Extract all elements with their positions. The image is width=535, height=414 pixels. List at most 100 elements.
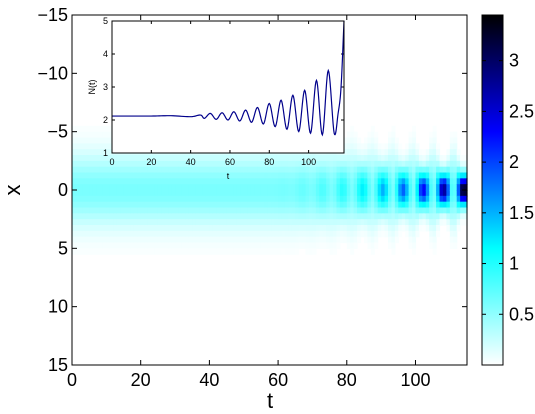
heatmap-cell bbox=[236, 155, 241, 162]
heatmap-cell bbox=[309, 236, 314, 244]
heatmap-cell bbox=[120, 207, 125, 214]
heatmap-cell bbox=[109, 160, 114, 168]
heatmap-cell bbox=[370, 190, 375, 197]
heatmap-cell bbox=[257, 172, 262, 179]
heatmap-cell bbox=[175, 207, 180, 214]
heatmap-cell bbox=[96, 219, 101, 226]
heatmap-cell bbox=[264, 184, 269, 191]
heatmap-cell bbox=[357, 178, 362, 185]
heatmap-cell bbox=[161, 172, 166, 179]
heatmap-cell bbox=[343, 236, 348, 244]
heatmap-cell bbox=[415, 166, 420, 174]
heatmap-cell bbox=[226, 178, 231, 185]
heatmap-cell bbox=[205, 248, 210, 255]
heatmap-cell bbox=[388, 190, 393, 197]
heatmap-cell bbox=[168, 190, 173, 197]
heatmap-cell bbox=[271, 155, 276, 162]
heatmap-cell bbox=[212, 219, 217, 226]
heatmap-cell bbox=[243, 207, 248, 214]
heatmap-cell bbox=[278, 184, 283, 191]
heatmap-cell bbox=[175, 242, 180, 249]
heatmap-cell bbox=[394, 225, 399, 232]
heatmap-cell bbox=[230, 201, 235, 209]
heatmap-cell bbox=[205, 213, 210, 220]
heatmap-cell bbox=[425, 160, 430, 168]
heatmap-cell bbox=[260, 190, 265, 197]
heatmap-cell bbox=[329, 195, 334, 203]
heatmap-cell bbox=[205, 166, 210, 174]
heatmap-cell bbox=[329, 225, 334, 232]
heatmap-cell bbox=[178, 225, 183, 232]
heatmap-cell bbox=[429, 225, 434, 232]
heatmap-cell bbox=[96, 207, 101, 214]
heatmap-cell bbox=[442, 213, 447, 220]
heatmap-cell bbox=[202, 225, 207, 232]
heatmap-cell bbox=[233, 236, 238, 244]
heatmap-cell bbox=[326, 242, 331, 249]
heatmap-cell bbox=[133, 248, 138, 255]
inset-x-tick-label: 0 bbox=[109, 157, 114, 167]
heatmap-cell bbox=[202, 230, 207, 238]
heatmap-cell bbox=[463, 219, 468, 226]
heatmap-cell bbox=[120, 155, 125, 162]
heatmap-cell bbox=[408, 213, 413, 220]
heatmap-cell bbox=[236, 248, 241, 255]
heatmap-cell bbox=[405, 219, 410, 226]
heatmap-cell bbox=[212, 248, 217, 255]
heatmap-cell bbox=[305, 207, 310, 214]
heatmap-cell bbox=[267, 225, 272, 232]
heatmap-cell bbox=[92, 213, 97, 220]
heatmap-cell bbox=[130, 178, 135, 185]
heatmap-cell bbox=[418, 166, 423, 174]
heatmap-cell bbox=[147, 219, 152, 226]
heatmap-cell bbox=[367, 195, 372, 203]
heatmap-cell bbox=[374, 149, 379, 156]
heatmap-cell bbox=[370, 149, 375, 156]
heatmap-cell bbox=[82, 219, 87, 226]
heatmap-cell bbox=[116, 248, 121, 255]
heatmap-cell bbox=[109, 219, 114, 226]
heatmap-cell bbox=[219, 184, 224, 191]
heatmap-cell bbox=[422, 166, 427, 174]
heatmap-cell bbox=[388, 207, 393, 214]
heatmap-cell bbox=[312, 184, 317, 191]
heatmap-cell bbox=[278, 160, 283, 168]
heatmap-cell bbox=[322, 236, 327, 244]
main-y-axis-label: x bbox=[0, 185, 25, 196]
heatmap-cell bbox=[154, 184, 159, 191]
heatmap-cell bbox=[205, 201, 210, 209]
heatmap-cell bbox=[123, 242, 128, 249]
heatmap-cell bbox=[185, 248, 190, 255]
heatmap-cell bbox=[185, 195, 190, 203]
heatmap-cell bbox=[226, 195, 231, 203]
heatmap-cell bbox=[350, 143, 355, 150]
heatmap-cell bbox=[319, 213, 324, 220]
heatmap-cell bbox=[106, 178, 111, 185]
heatmap-cell bbox=[247, 219, 252, 226]
heatmap-cell bbox=[439, 160, 444, 168]
heatmap-cell bbox=[243, 184, 248, 191]
heatmap-cell bbox=[453, 230, 458, 238]
heatmap-cell bbox=[460, 172, 465, 179]
heatmap-cell bbox=[133, 213, 138, 220]
heatmap-cell bbox=[453, 149, 458, 156]
heatmap-cell bbox=[329, 242, 334, 249]
heatmap-cell bbox=[374, 207, 379, 214]
heatmap-cell bbox=[456, 213, 461, 220]
heatmap-cell bbox=[322, 242, 327, 249]
heatmap-cell bbox=[405, 149, 410, 156]
heatmap-cell bbox=[243, 178, 248, 185]
heatmap-cell bbox=[123, 248, 128, 255]
heatmap-cell bbox=[357, 236, 362, 244]
heatmap-cell bbox=[405, 155, 410, 162]
heatmap-cell bbox=[199, 178, 204, 185]
heatmap-cell bbox=[315, 166, 320, 174]
heatmap-cell bbox=[223, 184, 228, 191]
heatmap-cell bbox=[178, 172, 183, 179]
heatmap-cell bbox=[99, 131, 104, 139]
heatmap-cell bbox=[161, 184, 166, 191]
heatmap-cell bbox=[254, 248, 259, 255]
heatmap-cell bbox=[453, 172, 458, 179]
heatmap-cell bbox=[398, 143, 403, 150]
heatmap-cell bbox=[367, 207, 372, 214]
